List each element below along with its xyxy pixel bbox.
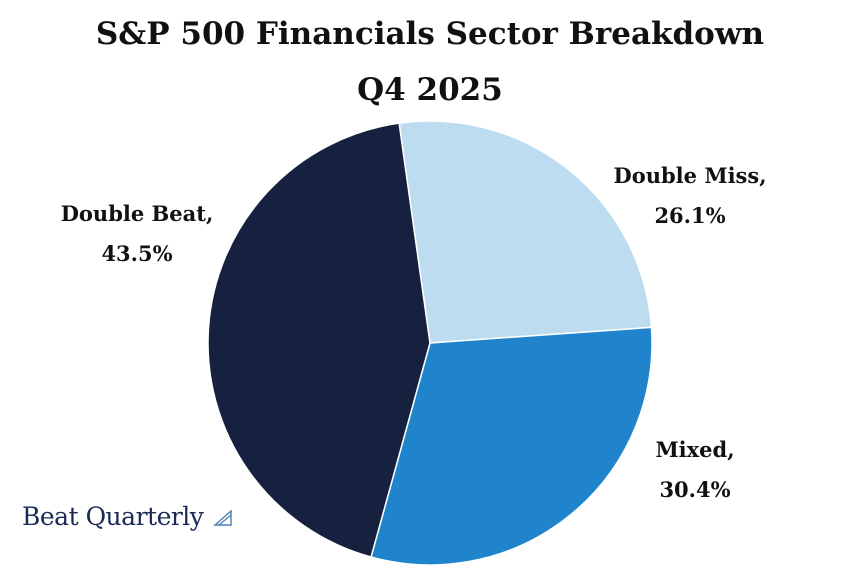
chart-title: S&P 500 Financials Sector Breakdown: [95, 16, 765, 52]
sailboat-icon: [213, 509, 232, 526]
data-label-mixed: Mixed, 30.4%: [655, 437, 734, 502]
pie-slice-double-beat: [207, 122, 431, 558]
pie-slice-double-miss: [398, 120, 653, 344]
chart-subtitle: Q4 2025: [357, 72, 503, 108]
pie-slice-mixed: [370, 326, 653, 566]
data-label-double-miss: Double Miss, 26.1%: [614, 163, 767, 228]
brand-logo-text: Beat Quarterly: [22, 502, 204, 531]
data-label-double-beat: Double Beat, 43.5%: [61, 201, 214, 266]
